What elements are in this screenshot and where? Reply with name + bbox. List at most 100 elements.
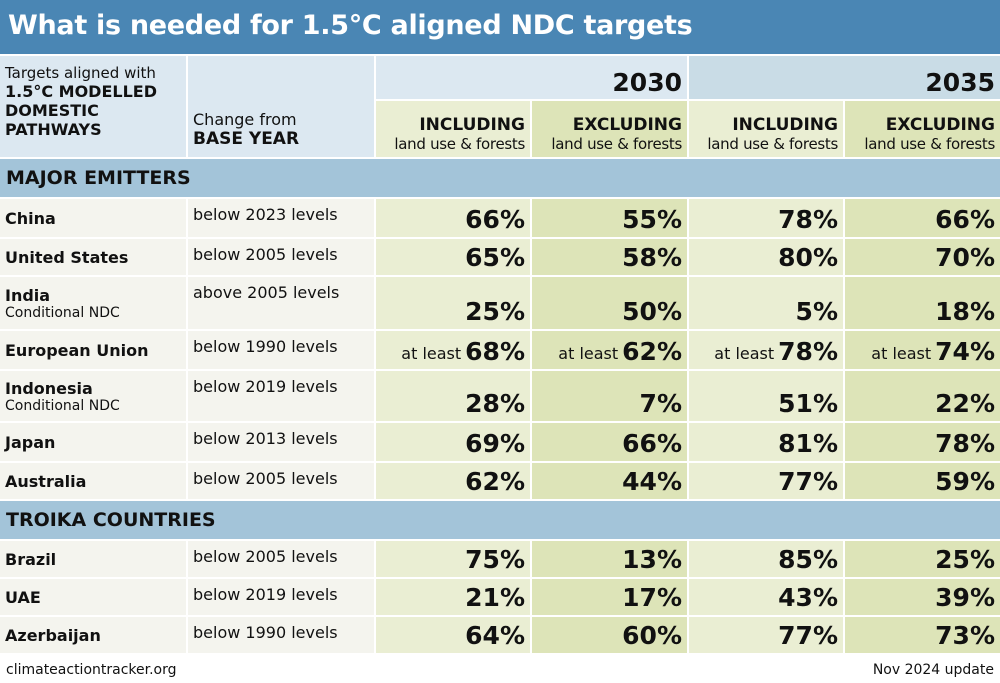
header-2030-excluding: EXCLUDING land use & forests — [532, 101, 687, 157]
base-year-cell: below 2005 levels — [188, 463, 374, 499]
header-base-line1: Change from — [193, 110, 297, 129]
value-text: 25% — [465, 297, 525, 326]
value-text: 80% — [778, 243, 838, 272]
value-cell: 55% — [532, 199, 687, 237]
header-base-year: Change from BASE YEAR — [188, 56, 374, 157]
country-name: European Union — [5, 340, 149, 360]
country-name: Azerbaijan — [5, 625, 101, 645]
country-cell: Azerbaijan — [0, 617, 186, 653]
value-text: 66% — [465, 205, 525, 234]
value-text: 77% — [778, 621, 838, 650]
base-year-cell: below 2005 levels — [188, 239, 374, 275]
value-text: 62% — [622, 337, 682, 366]
value-text: 7% — [639, 389, 682, 418]
value-text: 13% — [622, 545, 682, 574]
value-text: 5% — [795, 297, 838, 326]
value-cell: 66% — [532, 423, 687, 461]
value-cell: 51% — [689, 371, 843, 421]
value-cell: 17% — [532, 579, 687, 615]
country-cell: UAE — [0, 579, 186, 615]
base-year-cell: below 2005 levels — [188, 541, 374, 577]
value-text: 51% — [778, 389, 838, 418]
value-text: 73% — [935, 621, 995, 650]
value-cell: 59% — [845, 463, 1000, 499]
value-cell: 25% — [376, 277, 530, 329]
value-cell: 81% — [689, 423, 843, 461]
value-text: 70% — [935, 243, 995, 272]
value-text: 58% — [622, 243, 682, 272]
label-excluding: EXCLUDING — [885, 115, 995, 135]
country-note: Conditional NDC — [5, 397, 120, 414]
country-cell: India Conditional NDC — [0, 277, 186, 329]
value-text: 85% — [778, 545, 838, 574]
base-year-cell: below 1990 levels — [188, 617, 374, 653]
ndc-table: Targets aligned with 1.5°C MODELLED DOME… — [0, 56, 1000, 653]
value-text: 22% — [935, 389, 995, 418]
label-land-use: land use & forests — [707, 135, 838, 153]
country-name: China — [5, 208, 56, 228]
country-cell: United States — [0, 239, 186, 275]
base-year-cell: below 2019 levels — [188, 371, 374, 421]
header-2035-including: INCLUDING land use & forests — [689, 101, 843, 157]
value-cell: 22% — [845, 371, 1000, 421]
section-header: MAJOR EMITTERS — [0, 159, 1000, 197]
value-cell: 65% — [376, 239, 530, 275]
country-cell: China — [0, 199, 186, 237]
value-cell: 75% — [376, 541, 530, 577]
base-year-cell: below 2019 levels — [188, 579, 374, 615]
value-cell: 80% — [689, 239, 843, 275]
value-cell: 69% — [376, 423, 530, 461]
header-2035-excluding: EXCLUDING land use & forests — [845, 101, 1000, 157]
value-cell: 66% — [376, 199, 530, 237]
header-targets-line2: 1.5°C MODELLED DOMESTIC PATHWAYS — [5, 82, 157, 140]
value-cell: 70% — [845, 239, 1000, 275]
value-text: 66% — [622, 429, 682, 458]
value-text: 62% — [465, 467, 525, 496]
footer-update: Nov 2024 update — [872, 662, 994, 678]
country-name: Australia — [5, 471, 87, 491]
value-cell: 43% — [689, 579, 843, 615]
label-land-use: land use & forests — [551, 135, 682, 153]
value-cell: 62% — [376, 463, 530, 499]
country-name: UAE — [5, 587, 41, 607]
value-cell: 73% — [845, 617, 1000, 653]
value-cell: at least 68% — [376, 331, 530, 369]
value-prefix: at least — [558, 344, 619, 363]
value-cell: at least 78% — [689, 331, 843, 369]
value-text: 17% — [622, 583, 682, 612]
base-year-cell: below 2013 levels — [188, 423, 374, 461]
value-cell: 77% — [689, 463, 843, 499]
header-2030-including: INCLUDING land use & forests — [376, 101, 530, 157]
value-text: 50% — [622, 297, 682, 326]
value-cell: 64% — [376, 617, 530, 653]
value-cell: 7% — [532, 371, 687, 421]
page-title: What is needed for 1.5°C aligned NDC tar… — [0, 0, 1000, 54]
value-prefix: at least — [714, 344, 775, 363]
value-cell: 77% — [689, 617, 843, 653]
header-targets: Targets aligned with 1.5°C MODELLED DOME… — [0, 56, 186, 157]
value-prefix: at least — [401, 344, 462, 363]
value-cell: 28% — [376, 371, 530, 421]
value-cell: 25% — [845, 541, 1000, 577]
header-year-2030: 2030 — [376, 56, 687, 99]
label-land-use: land use & forests — [394, 135, 525, 153]
value-text: 59% — [935, 467, 995, 496]
value-text: 39% — [935, 583, 995, 612]
value-text: 21% — [465, 583, 525, 612]
value-cell: 60% — [532, 617, 687, 653]
country-name: Japan — [5, 432, 56, 452]
value-text: 44% — [622, 467, 682, 496]
value-text: 78% — [778, 205, 838, 234]
value-text: 55% — [622, 205, 682, 234]
label-including: INCLUDING — [419, 115, 525, 135]
value-text: 18% — [935, 297, 995, 326]
footer-source: climateactiontracker.org — [6, 662, 177, 678]
country-name: United States — [5, 247, 129, 267]
country-cell: Australia — [0, 463, 186, 499]
value-cell: at least 62% — [532, 331, 687, 369]
value-cell: 50% — [532, 277, 687, 329]
section-header: TROIKA COUNTRIES — [0, 501, 1000, 539]
value-text: 60% — [622, 621, 682, 650]
value-cell: 5% — [689, 277, 843, 329]
label-land-use: land use & forests — [864, 135, 995, 153]
